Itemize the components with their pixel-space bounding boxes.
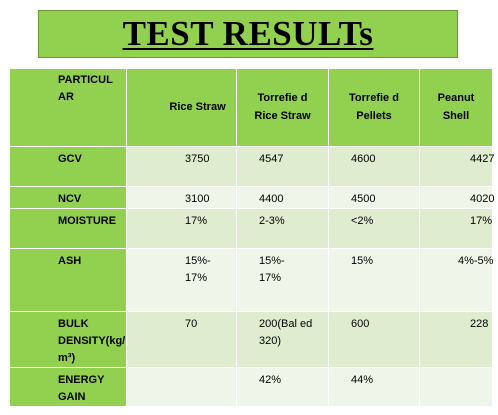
table-row: GCV 3750 4547 4600 4427 — [9, 146, 494, 187]
cell-gcv-rice-straw: 3750 — [126, 146, 237, 187]
cell-moisture-torrefied-pellets: <2% — [328, 208, 420, 250]
cell-energy-gain-peanut-shell — [419, 367, 493, 408]
cell-energy-gain-rice-straw — [126, 367, 237, 408]
row-label-energy-gain: ENERGY GAIN — [9, 367, 127, 408]
cell-gcv-peanut-shell: 4427 — [419, 146, 494, 187]
header-particular: PARTICUL AR — [9, 68, 127, 147]
row-label-ash: ASH — [9, 248, 127, 313]
row-label-moisture: MOISTURE — [9, 208, 127, 250]
cell-gcv-torrefied-pellets: 4600 — [328, 146, 420, 187]
row-label-ncv: NCV — [9, 185, 127, 210]
cell-ncv-peanut-shell: 4020 — [419, 185, 494, 210]
header-torrefied-pellets: Torrefie d Pellets — [328, 68, 420, 147]
cell-ncv-rice-straw: 3100 — [126, 185, 237, 210]
cell-energy-gain-torrefied-rice-straw: 42% — [236, 367, 329, 408]
cell-moisture-peanut-shell: 17% — [419, 208, 493, 250]
table-row: MOISTURE 17% 2-3% <2% 17% — [9, 208, 493, 250]
results-table: PARTICUL AR Rice Straw Torrefie d Rice S… — [9, 68, 494, 408]
table-row: BULK DENSITY(kg/ m³) 70 200(Bal ed 320) … — [9, 311, 493, 369]
table-row: ASH 15%- 17% 15%- 17% 15% 4%-5% — [9, 248, 493, 313]
row-label-gcv: GCV — [9, 146, 127, 187]
title-banner: TEST RESULTs — [38, 10, 458, 58]
cell-bulk-density-torrefied-rice-straw: 200(Bal ed 320) — [236, 311, 329, 369]
cell-moisture-rice-straw: 17% — [126, 208, 237, 250]
header-row: PARTICUL AR Rice Straw Torrefie d Rice S… — [9, 68, 493, 147]
row-label-bulk-density: BULK DENSITY(kg/ m³) — [9, 311, 127, 369]
header-torrefied-rice-straw: Torrefie d Rice Straw — [236, 68, 329, 147]
cell-bulk-density-torrefied-pellets: 600 — [328, 311, 420, 369]
cell-ncv-torrefied-pellets: 4500 — [328, 185, 420, 210]
cell-ash-rice-straw: 15%- 17% — [126, 248, 237, 313]
cell-ncv-torrefied-rice-straw: 4400 — [236, 185, 329, 210]
page-title: TEST RESULTs — [122, 14, 374, 53]
cell-bulk-density-peanut-shell: 228 — [419, 311, 493, 369]
cell-gcv-torrefied-rice-straw: 4547 — [236, 146, 329, 187]
cell-bulk-density-rice-straw: 70 — [126, 311, 237, 369]
cell-energy-gain-torrefied-pellets: 44% — [328, 367, 420, 408]
table-row: NCV 3100 4400 4500 4020 — [9, 185, 494, 210]
header-rice-straw: Rice Straw — [126, 68, 237, 147]
cell-moisture-torrefied-rice-straw: 2-3% — [236, 208, 329, 250]
header-peanut-shell: Peanut Shell — [419, 68, 493, 147]
cell-ash-torrefied-rice-straw: 15%- 17% — [236, 248, 329, 313]
cell-ash-torrefied-pellets: 15% — [328, 248, 420, 313]
cell-ash-peanut-shell: 4%-5% — [419, 248, 493, 313]
table-row: ENERGY GAIN 42% 44% — [9, 367, 493, 408]
